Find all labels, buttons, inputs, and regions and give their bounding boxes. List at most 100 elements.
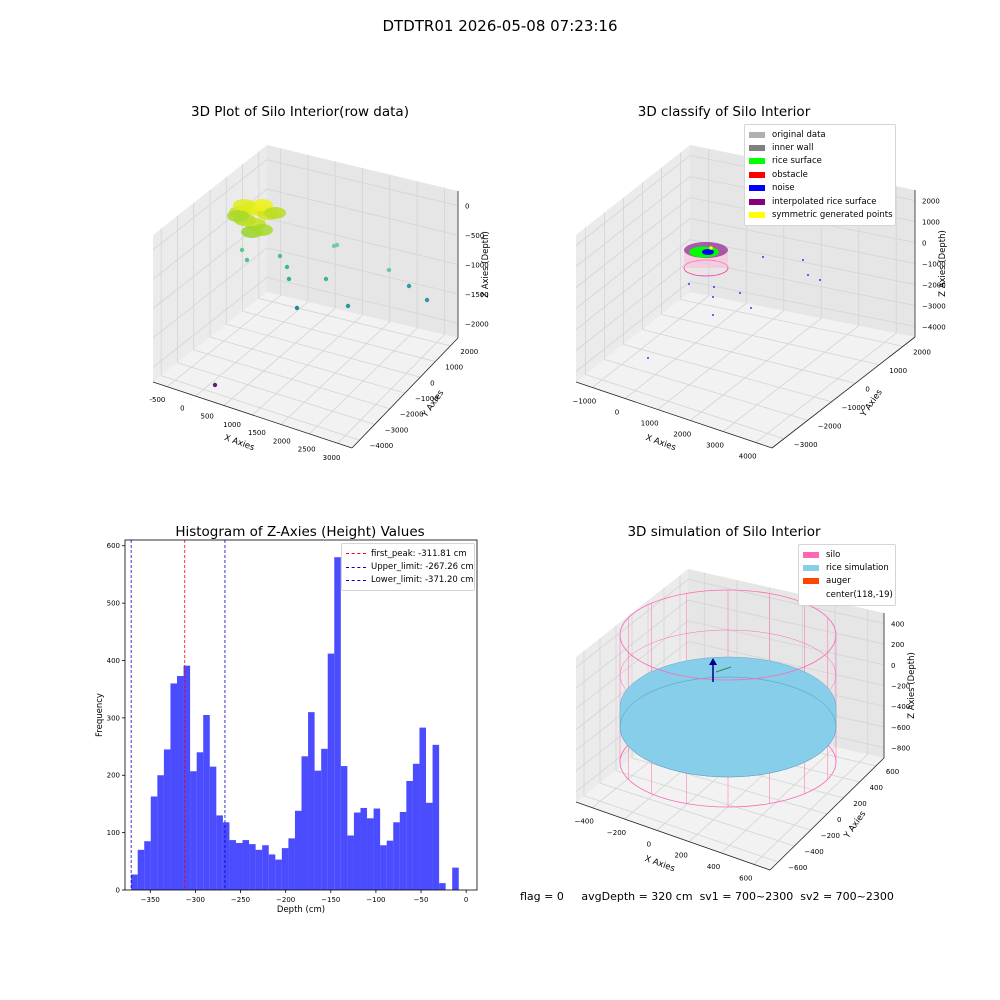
sim-z-tick-label: 200 (891, 641, 904, 649)
avg-depth-text: avgDepth = 320 cm (581, 890, 693, 903)
raw-gridline (242, 310, 436, 362)
cls-y-tick-label: 2000 (913, 348, 931, 356)
legend-swatch (749, 198, 765, 205)
raw-data-point (286, 276, 292, 282)
sim-x-tick-label: 400 (707, 863, 720, 871)
cls-x-tick-label: 0 (615, 409, 619, 417)
histogram-legend-entry: Upper_limit: -267.26 cm (346, 560, 474, 573)
sim-y-axis-label: Y Axies (842, 809, 869, 841)
raw-y-tick-label: −2000 (400, 411, 424, 419)
raw-x-tick-label: -500 (149, 396, 165, 404)
histogram-bar (268, 854, 276, 890)
cls-z-tick-label: 1000 (922, 219, 940, 227)
histogram-x-tick-label: −350 (141, 896, 160, 904)
cls-noise-point (647, 357, 649, 359)
legend-swatch (749, 212, 765, 219)
sim-z-tick-label: −600 (891, 724, 910, 732)
legend-swatch (749, 158, 765, 165)
histogram-bar (367, 818, 374, 890)
status-footer: flag = 0 avgDepth = 320 cm sv1 = 700~230… (520, 890, 894, 903)
cls-z-tick-label: −3000 (922, 303, 946, 311)
cls-x-tick-label: 1000 (641, 420, 659, 428)
cls-x-tick-label: 2000 (673, 431, 691, 439)
histogram-bar (386, 840, 394, 890)
cls-noise-point (712, 296, 714, 298)
cls-gridline (575, 239, 916, 330)
raw-data-point (239, 247, 245, 253)
cls-gridline (585, 374, 785, 440)
raw-data-point (424, 297, 430, 303)
sim-auger-head (709, 658, 717, 665)
histogram-bar (308, 712, 315, 890)
cls-legend-entry: symmetric generated points (749, 208, 893, 221)
sim-y-tick-label: −400 (804, 848, 823, 856)
cls-noise-point (713, 286, 715, 288)
cls-noise-point (750, 307, 752, 309)
legend-line (346, 553, 366, 555)
raw-z-tick-label: −500 (465, 232, 484, 240)
sim-y-tick-label: 200 (853, 800, 866, 808)
sim-legend-entry: center(118,-19) (803, 588, 893, 601)
histogram-y-tick-label: 200 (107, 772, 120, 780)
raw-data-point (345, 303, 351, 309)
raw-x-tick-label: 3000 (323, 454, 341, 462)
histogram-x-tick-label: −300 (186, 896, 205, 904)
raw-point-cluster (233, 199, 255, 211)
histogram-x-axis-label: Depth (cm) (277, 905, 325, 915)
histogram-bar (334, 557, 341, 890)
raw-point-cluster (251, 199, 273, 211)
raw-gridline (209, 336, 406, 394)
legend-swatch (803, 551, 819, 558)
sim-rice-body (619, 676, 837, 778)
cls-legend-entry: original data (749, 128, 891, 141)
histogram-x-tick-label: 0 (464, 896, 468, 904)
histogram-bar (255, 849, 263, 890)
raw-data-point (406, 283, 412, 289)
histogram-y-tick-label: 100 (107, 829, 120, 837)
sim-silo-top (619, 589, 837, 681)
histogram-x-tick-label: −50 (414, 896, 429, 904)
cls-z-tick-label: 2000 (922, 198, 940, 206)
histogram-legend-entry: first_peak: -311.81 cm (346, 547, 470, 560)
cls-y-tick-label: −2000 (818, 422, 842, 430)
raw-x-tick-label: 0 (180, 404, 184, 412)
simulation-legend: silo rice simulation auger center(118,-19) (798, 544, 896, 606)
histogram-legend: first_peak: -311.81 cm Upper_limit: -267.… (341, 543, 475, 592)
raw-plot-title: 3D Plot of Silo Interior(row data) (191, 104, 409, 120)
histogram-bar (380, 845, 387, 890)
histogram-x-tick-label: −150 (321, 896, 340, 904)
raw-y-axis-label: Y Axies (420, 388, 447, 420)
raw-x-tick-label: 500 (201, 413, 214, 421)
legend-label: rice surface (772, 156, 822, 167)
histogram-bar (393, 822, 400, 890)
raw-gridline (152, 159, 459, 251)
histogram-bar (249, 844, 256, 890)
cls-gridline (624, 302, 747, 399)
histogram-chart: −350 −300 −250 −200 −150 −100 −50 0 0 100 200 300 40… (95, 539, 478, 915)
sim-z-tick-label: −800 (891, 745, 910, 753)
raw-z-tick-label: −1000 (465, 262, 489, 270)
histogram-bar (347, 835, 354, 890)
histogram-bar (196, 752, 204, 890)
histogram-bar (190, 771, 197, 890)
sim-x-tick-label: −400 (575, 818, 594, 826)
raw-y-tick-label: −1000 (415, 395, 439, 403)
sim-gridline (575, 599, 885, 689)
cls-y-tick-label: 0 (865, 385, 869, 393)
histogram-bar (340, 766, 348, 890)
cls-noise-cluster (702, 249, 714, 255)
cls-x-tick-label: 3000 (706, 442, 724, 450)
histogram-bar (216, 815, 223, 890)
histogram-bar (321, 748, 328, 890)
sim-gridline (575, 578, 885, 668)
cls-y-axis-line (771, 336, 916, 449)
histogram-bar (183, 665, 191, 890)
histogram-bar (235, 842, 243, 890)
cls-legend-entry: rice surface (749, 155, 891, 168)
raw-gridline (161, 375, 360, 441)
raw-z-tick-label: 0 (465, 203, 469, 211)
histogram-bar (353, 812, 361, 890)
legend-label: original data (772, 129, 826, 140)
raw-y-tick-label: 0 (430, 379, 434, 387)
raw-floor-pane (153, 292, 458, 448)
